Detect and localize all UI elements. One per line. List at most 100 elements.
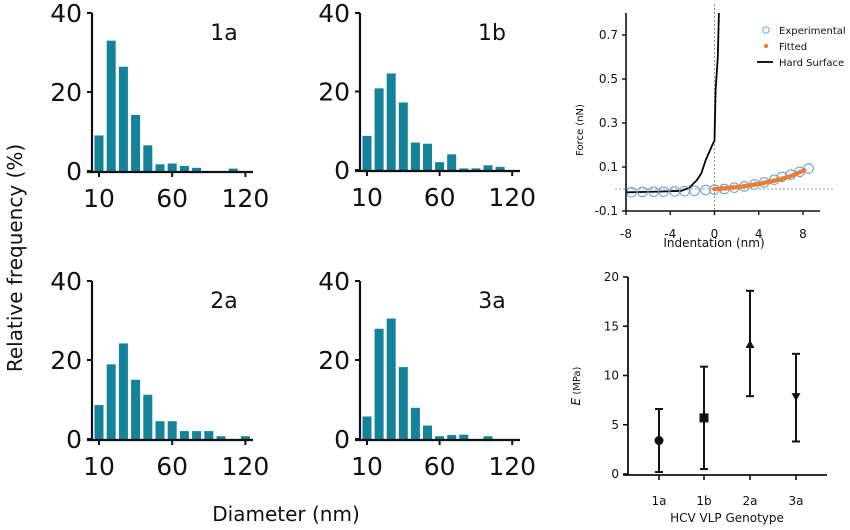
histogram-1b: 0 20 40 10 60 120 1b bbox=[318, 0, 536, 212]
histogram-bar bbox=[118, 66, 128, 171]
histogram-bar bbox=[459, 168, 469, 170]
legend-label: Experimental bbox=[779, 26, 846, 37]
histogram-bar bbox=[423, 143, 432, 170]
x-tick-label: 10 bbox=[351, 183, 383, 212]
y-tick-label: 20 bbox=[318, 78, 350, 107]
x-tick-label: 3a bbox=[789, 494, 804, 508]
histogram-bar bbox=[483, 165, 493, 170]
fitted-point bbox=[741, 183, 747, 189]
mean-marker-triangle-down bbox=[791, 393, 801, 402]
histogram-bar bbox=[167, 163, 177, 171]
mean-marker-square bbox=[699, 413, 709, 423]
fitted-point bbox=[715, 186, 721, 192]
x-tick-label: 8 bbox=[799, 227, 807, 241]
histogram-bar bbox=[459, 434, 469, 439]
y-tick-label: 20 bbox=[50, 346, 82, 375]
histogram-bar bbox=[216, 436, 226, 439]
x-tick-label: 0 bbox=[711, 227, 719, 241]
histogram-bar bbox=[192, 167, 202, 171]
histogram-bar bbox=[118, 343, 128, 439]
x-tick-label: 120 bbox=[488, 452, 536, 481]
y-tick-label: 40 bbox=[50, 0, 82, 28]
panel-label: 2a bbox=[210, 289, 237, 314]
histogram-bar bbox=[143, 145, 153, 171]
x-tick-label: 60 bbox=[424, 452, 456, 481]
legend-label: Hard Surface bbox=[779, 58, 844, 69]
shared-x-axis-label: Diameter (nm) bbox=[212, 502, 360, 526]
histogram-3a: 0 20 40 10 60 120 3a bbox=[318, 267, 536, 481]
fitted-point bbox=[734, 184, 740, 190]
y-tick-label: 0 bbox=[334, 425, 350, 454]
histogram-bar bbox=[131, 379, 141, 439]
legend-marker-experimental bbox=[762, 26, 770, 34]
mean-marker-circle bbox=[654, 436, 664, 446]
experimental-point bbox=[658, 186, 669, 197]
y-tick-label: 0.7 bbox=[599, 28, 618, 42]
x-axis-label: HCV VLP Genotype bbox=[670, 511, 784, 525]
y-tick-label: 0.1 bbox=[599, 160, 618, 174]
x-tick-label: 4 bbox=[755, 227, 763, 241]
histogram-bar bbox=[228, 168, 238, 171]
x-tick-label: 60 bbox=[424, 183, 456, 212]
histogram-bar bbox=[94, 405, 104, 439]
panel-label: 1a bbox=[210, 21, 237, 46]
x-tick-label: 2a bbox=[743, 494, 758, 508]
histogram-bar bbox=[435, 162, 445, 170]
fitted-point bbox=[723, 185, 729, 191]
y-tick-label: 20 bbox=[50, 78, 82, 107]
legend-label: Fitted bbox=[779, 42, 807, 53]
fitted-point bbox=[727, 185, 732, 191]
y-tick-label: 10 bbox=[604, 369, 619, 383]
y-axis-label-symbol: E bbox=[569, 397, 583, 405]
y-axis-label: E (MPa) bbox=[569, 366, 583, 405]
y-tick-label: 40 bbox=[318, 0, 350, 28]
histogram-bar bbox=[410, 407, 420, 439]
fitted-point bbox=[712, 186, 717, 192]
y-tick-label: 40 bbox=[318, 267, 350, 296]
fitted-point bbox=[756, 181, 762, 187]
fitted-point bbox=[760, 180, 766, 186]
experimental-point bbox=[637, 186, 648, 198]
histogram-bar bbox=[386, 318, 396, 439]
legend: Experimental Fitted Hard Surface bbox=[757, 26, 846, 69]
x-tick-label: 120 bbox=[222, 452, 270, 481]
histogram-bar bbox=[179, 431, 189, 439]
histogram-bar bbox=[167, 421, 177, 439]
y-tick-label: 20 bbox=[604, 270, 619, 284]
fitted-point bbox=[801, 167, 807, 173]
youngs-modulus-chart: 0 5 10 15 20 1a 1b 2a 3a HCV VLP Genotype E (MPa) bbox=[569, 270, 827, 525]
fitted-point bbox=[797, 169, 803, 175]
histogram-bar bbox=[362, 416, 372, 439]
y-tick-label: 0 bbox=[334, 156, 350, 185]
x-tick-label: -4 bbox=[664, 227, 676, 241]
histogram-bar bbox=[94, 135, 104, 171]
x-tick-label: 120 bbox=[222, 184, 270, 213]
histogram-bar bbox=[447, 154, 457, 170]
x-tick-label: 10 bbox=[83, 452, 115, 481]
x-tick-label: 60 bbox=[156, 184, 188, 213]
histogram-bar bbox=[398, 367, 408, 439]
histogram-2a: 0 20 40 10 60 120 2a bbox=[50, 267, 269, 481]
experimental-point bbox=[700, 184, 711, 196]
histogram-bar bbox=[374, 88, 384, 170]
y-tick-label: 20 bbox=[318, 346, 350, 375]
panel-label: 3a bbox=[478, 289, 505, 314]
legend-marker-fitted bbox=[763, 43, 769, 49]
y-tick-label: 40 bbox=[50, 267, 82, 296]
hard-surface-line bbox=[625, 12, 720, 194]
histogram-bar bbox=[179, 165, 189, 171]
histogram-bar bbox=[495, 166, 505, 170]
fitted-point bbox=[779, 176, 785, 182]
x-tick-label: 10 bbox=[83, 184, 115, 213]
histogram-bar bbox=[374, 328, 384, 439]
fitted-point bbox=[783, 175, 788, 181]
fitted-point bbox=[794, 171, 800, 177]
fitted-point bbox=[764, 179, 770, 185]
fitted-point bbox=[730, 185, 736, 190]
histogram-bar bbox=[155, 164, 165, 171]
experimental-point bbox=[689, 185, 700, 197]
fitted-point bbox=[768, 179, 773, 184]
histogram-bar bbox=[410, 142, 420, 170]
fitted-point bbox=[738, 184, 744, 190]
